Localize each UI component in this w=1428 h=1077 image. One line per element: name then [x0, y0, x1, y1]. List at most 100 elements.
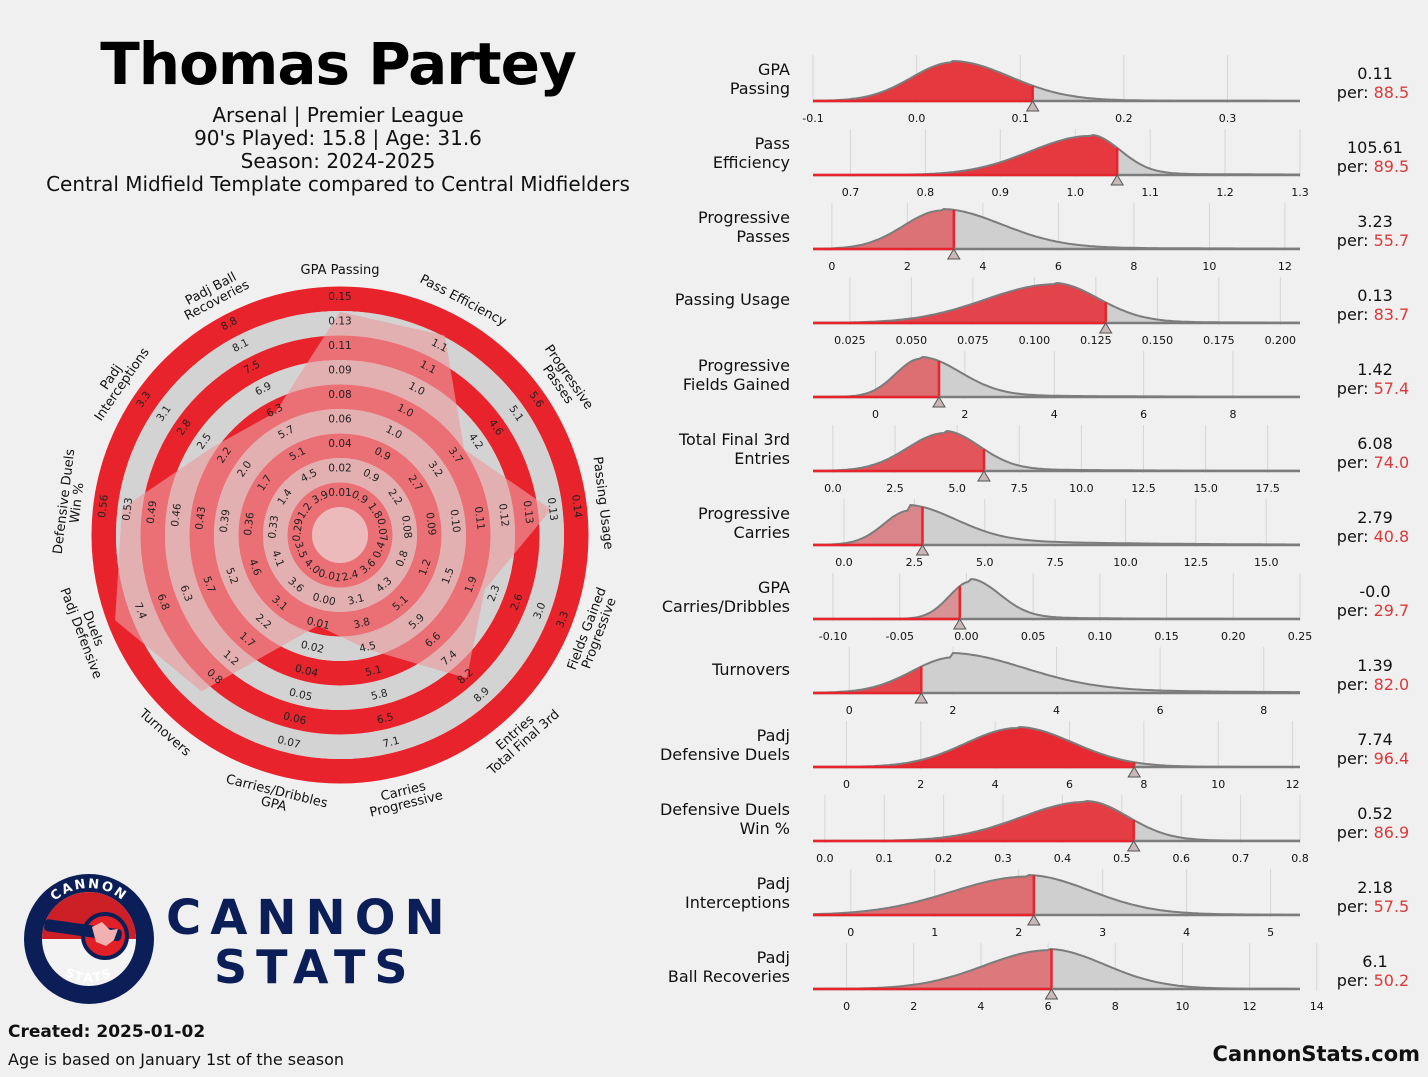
player-percentile-area [813, 209, 954, 249]
x-tick-label: 0.0 [824, 482, 842, 495]
radar-player-polygon [115, 311, 551, 692]
radar-ring [91, 286, 589, 784]
radar-tick-label: 1.9 [463, 575, 480, 595]
radar-category-label: GPA [259, 794, 288, 815]
radar-tick-label: 0.46 [169, 503, 184, 528]
player-marker-icon [946, 248, 961, 260]
metric-label: GPA [758, 60, 790, 79]
x-tick-label: 12 [1278, 260, 1292, 273]
x-tick-label: 2.5 [886, 482, 904, 495]
radar-tick-label: 0.01 [328, 487, 351, 499]
logo-word-cannon: CANNON [166, 890, 454, 946]
radar-tick-label: 0.02 [328, 462, 351, 474]
percentile-value: 40.8 [1374, 527, 1410, 546]
distribution-panel: 0.0 2.5 5.0 7.5 10.0 12.5 15.0 ProgressiveCarri… [698, 499, 1409, 569]
radar-chart: 0.01 0.02 0.04 0.06 0.08 0.09 0.11 0.13 0.15 GPA … [51, 263, 620, 821]
distribution-panel: 0.025 0.050 0.075 0.100 0.125 0.150 0.175 0.200… [675, 277, 1409, 347]
x-tick-label: 0.100 [1019, 334, 1051, 347]
metric-value: 2.79 [1357, 508, 1393, 527]
radar-ring [214, 409, 466, 661]
distribution-panel: -0.10 -0.05 0.00 0.05 0.10 0.15 0.20 0.25 GPACar… [662, 573, 1409, 643]
metric-percentile: per: 50.2 [1337, 971, 1409, 990]
metric-label: Turnovers [711, 660, 790, 679]
radar-tick-label: 0.11 [328, 340, 351, 352]
x-tick-label: 0.15 [1154, 630, 1179, 643]
x-tick-label: 2.5 [906, 556, 924, 569]
percentile-value: 74.0 [1374, 453, 1410, 472]
radar-tick-label: 0.08 [328, 389, 351, 401]
radar-tick-label: 5.7 [200, 575, 217, 595]
percentile-value: 96.4 [1374, 749, 1410, 768]
x-tick-label: 2 [949, 704, 956, 717]
radar-tick-label: 3.1 [346, 592, 365, 608]
radar-tick-label: 0.09 [423, 512, 438, 537]
x-tick-label: 0.7 [842, 186, 860, 199]
x-tick-label: 0.9 [992, 186, 1010, 199]
radar-tick-label: 0.00 [311, 591, 337, 608]
percentile-prefix: per: [1337, 675, 1374, 694]
radar-tick-label: 4.1 [269, 549, 286, 569]
radar-tick-label: 0.09 [328, 364, 351, 376]
metric-label: Padj [757, 948, 790, 967]
player-percentile-area [813, 431, 984, 471]
metric-label: Progressive [698, 208, 790, 227]
radar-tick-label: 0.04 [328, 438, 352, 450]
player-marker-icon [1026, 914, 1041, 926]
x-tick-label: 0.8 [1291, 852, 1309, 865]
x-tick-label: 0 [847, 926, 854, 939]
metric-label: Entries [734, 449, 790, 468]
logo-emblem-shape [92, 922, 118, 946]
player-percentile-area [813, 61, 1033, 101]
site-link[interactable]: CannonStats.com [1212, 1042, 1420, 1066]
x-tick-label: 0.6 [1172, 852, 1190, 865]
x-tick-label: 0.1 [876, 852, 894, 865]
x-tick-label: 1.3 [1291, 186, 1309, 199]
player-marker-icon [977, 470, 991, 482]
radar-ring [263, 458, 417, 612]
radar-ring [238, 433, 442, 637]
x-tick-label: 4 [1183, 926, 1190, 939]
radar-tick-label: 7.1 [382, 735, 401, 751]
x-tick-label: 8 [1140, 778, 1147, 791]
age-note: Age is based on January 1st of the seaso… [8, 1050, 345, 1069]
metric-label: Padj [757, 874, 790, 893]
x-tick-label: 1 [931, 926, 938, 939]
percentile-prefix: per: [1337, 83, 1374, 102]
radar-tick-label: 4.5 [358, 640, 377, 656]
radar-ring [116, 311, 564, 759]
radar-ring [140, 335, 540, 735]
radar-tick-label: 0.01 [305, 615, 331, 632]
percentile-prefix: per: [1337, 527, 1374, 546]
percentile-value: 57.5 [1374, 897, 1410, 916]
x-tick-label: 0.025 [834, 334, 866, 347]
player-marker-icon [1127, 766, 1142, 778]
x-tick-label: 1.0 [1066, 186, 1084, 199]
x-tick-label: 17.5 [1255, 482, 1280, 495]
x-tick-label: 0 [843, 1000, 850, 1013]
radar-tick-label: 0.06 [282, 710, 308, 727]
metric-label: GPA [758, 578, 790, 597]
distribution-area [813, 653, 1300, 693]
x-tick-label: 15.0 [1193, 482, 1218, 495]
metric-percentile: per: 83.7 [1337, 305, 1409, 324]
player-percentile-area [813, 135, 1118, 175]
player-marker-icon [914, 692, 929, 704]
radar-tick-label: 0.8 [394, 549, 411, 569]
metric-percentile: per: 29.7 [1337, 601, 1409, 620]
x-tick-label: 12.5 [1184, 556, 1209, 569]
distribution-area [813, 949, 1300, 989]
distribution-area [813, 505, 1300, 545]
radar-tick-label: 0.53 [120, 497, 135, 522]
x-tick-label: 6 [1045, 1000, 1052, 1013]
radar-tick-label: 0.4 [371, 540, 388, 560]
metric-percentile: per: 57.4 [1337, 379, 1409, 398]
metric-label: Defensive Duels [660, 745, 790, 764]
x-tick-label: 1.1 [1141, 186, 1159, 199]
radar-tick-label: 7.4 [132, 601, 149, 621]
x-tick-label: 12 [1243, 1000, 1257, 1013]
player-percentile-area [813, 505, 923, 545]
